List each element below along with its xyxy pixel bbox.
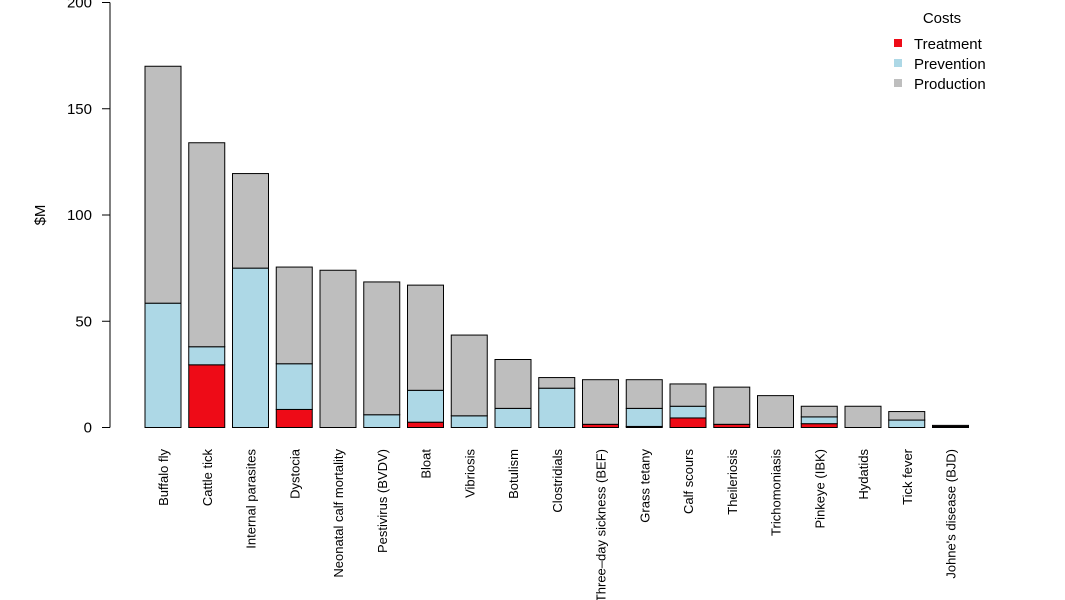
bar-segment-treatment <box>669 417 707 428</box>
y-tick-label: 0 <box>84 420 92 437</box>
bar-segment-prevention <box>888 419 926 428</box>
bar-segment-production <box>582 379 619 425</box>
x-tick-label: Theileriosis <box>725 449 740 515</box>
x-tick-label: Pestivirus (BVDV) <box>375 449 390 553</box>
x-tick-label: Bloat <box>419 449 434 479</box>
bar-segment-production <box>844 405 882 428</box>
legend-label-prevention: Prevention <box>914 56 986 73</box>
y-axis-label: $M <box>32 205 49 226</box>
bar-segment-production <box>319 269 357 428</box>
bar-segment-prevention <box>188 346 226 366</box>
x-tick-label: Clostridials <box>550 449 565 513</box>
bar-segment-production <box>757 395 794 428</box>
bar-segment-prevention <box>800 416 838 425</box>
x-axis-tick-labels: Buffalo fly Cattle tick Internal parasites… <box>156 448 959 600</box>
y-axis: 0 50 100 150 200 <box>67 0 111 437</box>
bar-segment-prevention <box>669 405 707 419</box>
y-tick-label: 100 <box>67 207 92 224</box>
x-tick-label: Tick fever <box>900 448 915 505</box>
x-tick-label: Vibriosis <box>462 449 477 498</box>
legend-swatch-prevention <box>894 59 902 67</box>
legend-label-production: Production <box>914 76 986 93</box>
x-tick-label: Calf scours <box>681 449 696 515</box>
x-tick-label: Cattle tick <box>200 449 215 507</box>
bar-segment-treatment <box>407 421 444 428</box>
bar-segment-production <box>232 173 269 269</box>
bar-segment-production <box>407 284 444 391</box>
y-tick-label: 50 <box>75 313 92 330</box>
bar-segment-production <box>625 379 663 409</box>
bar-segment-production <box>188 142 226 348</box>
x-tick-label: Botulism <box>506 449 521 499</box>
bar-segment-production <box>144 65 182 304</box>
legend-title: Costs <box>923 10 961 27</box>
x-tick-label: Three–day sickness (BEF) <box>594 449 609 600</box>
bar-segment-production <box>494 359 532 409</box>
bar-segment-production <box>450 334 488 417</box>
y-tick-label: 150 <box>67 101 92 118</box>
bar-segment-production <box>538 377 576 389</box>
bar-segment-prevention <box>407 389 444 423</box>
bar-segment-production <box>800 405 838 418</box>
bar-segment-production <box>669 383 707 407</box>
bar-segment-production <box>932 424 969 427</box>
y-tick-label: 200 <box>67 0 92 12</box>
legend: Costs Treatment Prevention Production <box>894 10 986 93</box>
bars <box>144 65 969 428</box>
legend-label-treatment: Treatment <box>914 36 983 53</box>
bar-segment-prevention <box>450 415 488 428</box>
bar-segment-prevention <box>625 407 663 427</box>
x-tick-label: Pinkeye (IBK) <box>812 449 827 528</box>
bar-segment-prevention <box>144 302 182 428</box>
x-tick-label: Grass tetany <box>637 449 652 523</box>
bar-segment-production <box>275 266 313 365</box>
x-tick-label: Trichomoniasis <box>769 449 784 536</box>
x-tick-label: Dystocia <box>287 448 302 499</box>
legend-swatch-production <box>894 79 902 87</box>
bar-segment-prevention <box>494 407 532 428</box>
bar-segment-production <box>713 386 751 425</box>
x-tick-label: Internal parasites <box>244 449 259 549</box>
bar-segment-production <box>363 281 401 416</box>
legend-swatch-treatment <box>894 39 902 47</box>
x-tick-label: Johne's disease (BJD) <box>944 449 959 579</box>
x-tick-label: Hydatids <box>856 449 871 500</box>
bar-segment-prevention <box>363 414 401 428</box>
bar-segment-prevention <box>538 387 576 428</box>
x-tick-label: Neonatal calf mortality <box>331 449 346 578</box>
bar-segment-treatment <box>275 408 313 428</box>
bar-segment-production <box>888 411 926 421</box>
bar-segment-prevention <box>275 363 313 410</box>
bar-segment-prevention <box>232 267 269 428</box>
bar-segment-treatment <box>800 423 838 428</box>
x-tick-label: Buffalo fly <box>156 449 171 506</box>
bar-segment-treatment <box>188 364 226 428</box>
